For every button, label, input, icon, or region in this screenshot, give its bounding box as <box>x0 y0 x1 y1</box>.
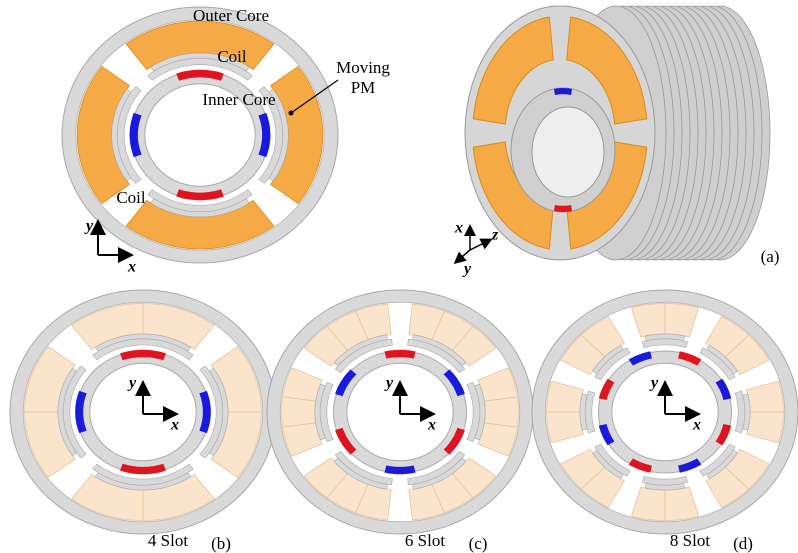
panel-tag: (b) <box>211 534 231 553</box>
machine <box>62 7 338 263</box>
coil <box>484 397 518 427</box>
panel-tag: (c) <box>469 534 488 553</box>
coil-label: Coil <box>116 188 146 207</box>
panel-tag: (a) <box>761 247 780 266</box>
inner-core-label: Inner Core <box>202 90 275 109</box>
axis-arrow <box>470 240 490 250</box>
moving-pm-label: Moving <box>336 58 390 77</box>
caption: 4 Slot <box>148 531 188 550</box>
axis-label: y <box>127 375 137 392</box>
caption: 6 Slot <box>405 531 445 550</box>
axis-label: y <box>384 375 394 392</box>
axis-label: y <box>84 218 94 235</box>
axis-label: y <box>649 375 659 392</box>
coil <box>282 397 316 427</box>
bore <box>532 107 604 197</box>
magnet <box>554 205 572 212</box>
figure: Outer Core Coil Moving PM Inner Core Coi… <box>0 0 798 553</box>
caption: 8 Slot <box>670 531 710 550</box>
axis-label: x <box>454 220 463 237</box>
axis-label: x <box>127 259 136 276</box>
moving-pm-label: PM <box>351 78 376 97</box>
axis-label: x <box>170 417 179 434</box>
axis-label: y <box>462 261 472 278</box>
coil-label: Coil <box>217 47 247 66</box>
axis-label: x <box>427 417 436 434</box>
axis-label: x <box>692 417 701 434</box>
axis-label: z <box>491 227 499 244</box>
outer-core-label: Outer Core <box>193 6 269 25</box>
magnet <box>554 88 572 95</box>
panel-tag: (d) <box>733 534 753 553</box>
leader-dot <box>289 111 294 116</box>
